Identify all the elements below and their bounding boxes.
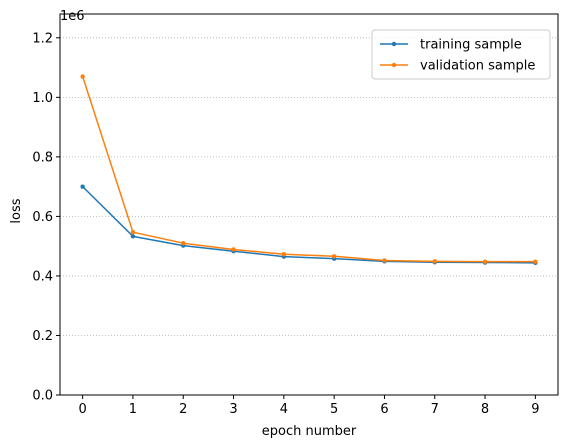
series-line-training [82,186,536,264]
data-point-validation [331,254,337,259]
data-point-training [130,234,136,239]
legend: training sample validation sample [371,29,551,80]
legend-marker-training [391,41,397,47]
data-point-validation [533,259,538,264]
plot-frame [59,13,559,396]
data-point-validation [231,247,236,252]
data-point-training [80,184,85,189]
x-tick-label: 2 [179,402,187,417]
data-point-validation [482,259,488,264]
data-point-validation [80,74,85,79]
tick-layer: 0.0 0.2 0.4 0.6 0.8 1.0 1.2 0 1 2 3 4 5 6 7 8 9 [32,31,539,417]
x-tick-label: 6 [380,402,388,417]
x-tick-label: 4 [280,402,288,417]
y-tick-label: 0.4 [32,269,53,284]
x-tick-label: 0 [78,402,86,417]
y-tick-label: 1.0 [32,91,53,106]
y-multiplier-label: 1e6 [60,9,85,24]
x-tick-label: 5 [330,402,338,417]
x-tick-label: 1 [129,402,137,417]
y-axis-label: loss [9,198,24,223]
data-point-validation [281,252,287,257]
legend-label-training: training sample [420,38,522,53]
x-tick-label: 9 [531,402,539,417]
data-point-validation [181,240,186,246]
legend-marker-validation [391,62,397,68]
y-tick-label: 0.0 [32,389,53,404]
grid-lines [60,37,558,396]
data-point-validation [130,229,136,235]
series-line-validation [81,76,536,263]
x-axis-label: epoch number [262,424,357,439]
series-layer [80,74,538,266]
y-tick-label: 1.2 [32,31,53,46]
x-tick-label: 7 [431,402,439,417]
x-tick-label: 8 [481,402,489,417]
x-tick-label: 3 [229,402,237,417]
y-tick-label: 0.2 [32,329,53,344]
y-tick-label: 0.6 [32,210,53,225]
legend-label-validation: validation sample [420,59,535,74]
data-point-validation [432,259,437,264]
series-validation [80,74,538,264]
data-point-validation [382,258,387,263]
y-tick-label: 0.8 [32,150,53,165]
series-training [80,184,538,266]
legend-box [371,29,551,80]
